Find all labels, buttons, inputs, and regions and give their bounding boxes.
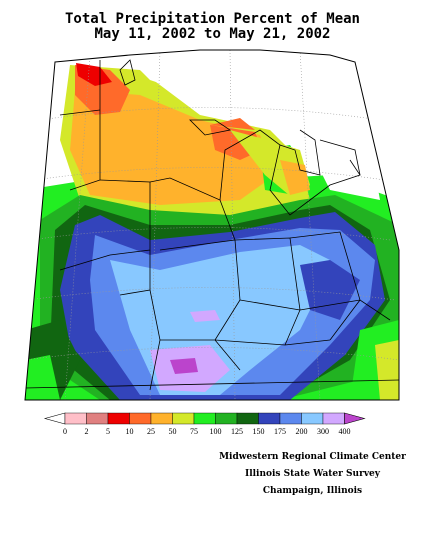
legend-swatch	[64, 412, 87, 425]
legend-tick-label: 5	[106, 427, 110, 436]
legend-tick-label: 200	[296, 427, 308, 436]
legend-swatch	[236, 412, 259, 425]
legend-tick-label: 100	[210, 427, 222, 436]
legend-tick-label: 400	[339, 427, 351, 436]
legend-swatch	[107, 412, 130, 425]
credit-line1: Midwestern Regional Climate Center	[219, 452, 406, 462]
legend-swatch	[215, 412, 238, 425]
map-title-line2: May 11, 2002 to May 21, 2002	[94, 26, 331, 42]
legend-swatch	[279, 412, 302, 425]
legend-tick-labels: 0 2 5 10 25 50 75 100 125 150 175 200 300 400	[63, 427, 351, 436]
legend-tick-label: 0	[63, 427, 67, 436]
legend-swatch	[193, 412, 216, 425]
legend-swatch	[258, 412, 281, 425]
legend-swatch	[322, 412, 345, 425]
legend-tick-label: 50	[169, 427, 177, 436]
map-title-line1: Total Precipitation Percent of Mean	[64, 11, 360, 27]
legend-swatch	[172, 412, 195, 425]
legend-swatch	[86, 412, 109, 425]
credit-line3: Champaign, Illinois	[262, 486, 363, 496]
legend-swatch	[344, 412, 366, 425]
legend-tick-label: 25	[147, 427, 155, 436]
legend-swatch	[129, 412, 152, 425]
legend-tick-label: 175	[274, 427, 286, 436]
legend-swatch	[43, 412, 66, 425]
legend-swatch	[301, 412, 324, 425]
legend-swatch	[150, 412, 173, 425]
legend-tick-label: 2	[85, 427, 89, 436]
credit-line2: Illinois State Water Survey	[244, 469, 381, 479]
legend-swatches	[43, 412, 366, 425]
legend-tick-label: 300	[317, 427, 329, 436]
legend-tick-label: 125	[231, 427, 243, 436]
state-boundaries	[25, 59, 399, 391]
legend: 0 2 5 10 25 50 75 100 125 150 175 200 300 400	[43, 412, 366, 436]
legend-tick-label: 150	[253, 427, 265, 436]
legend-tick-label: 75	[190, 427, 198, 436]
precipitation-fill	[25, 50, 399, 400]
map-border	[24, 49, 400, 401]
legend-tick-label: 10	[126, 427, 134, 436]
